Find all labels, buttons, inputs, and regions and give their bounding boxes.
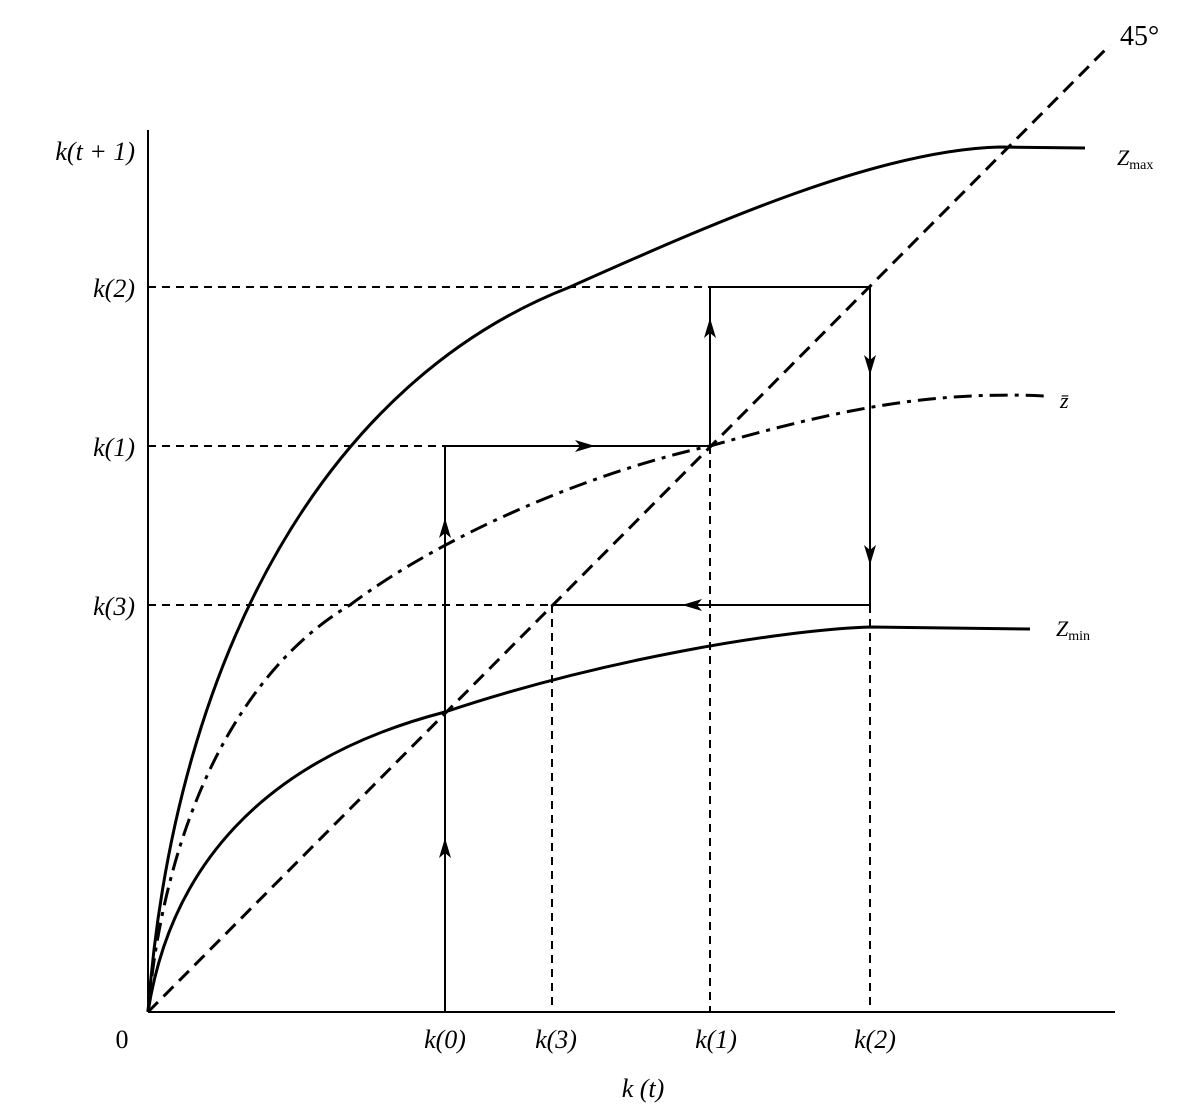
diagonal-label: 45° <box>1120 21 1159 52</box>
y-axis-label: k(t + 1) <box>55 137 135 166</box>
curve-label: z̄ <box>1059 388 1069 413</box>
cobweb <box>439 286 876 1012</box>
diagonal <box>146 43 1112 1014</box>
x-tick-label: k(3) <box>535 1025 577 1054</box>
curve-zmin <box>146 625 1031 1013</box>
x-tick-label: k(1) <box>695 1025 737 1054</box>
curve-zmax <box>146 145 1086 1013</box>
guides <box>148 286 871 1012</box>
curve-label: Zmin <box>1056 616 1090 644</box>
curve-label: Zmax <box>1117 145 1153 173</box>
origin-label: 0 <box>116 1025 129 1054</box>
y-tick-label: k(2) <box>93 274 135 303</box>
x-tick-label: k(2) <box>854 1025 896 1054</box>
y-tick-label: k(1) <box>93 433 135 462</box>
curve-zbar <box>146 393 1046 1013</box>
x-axis-label: k (t) <box>622 1074 665 1103</box>
x-tick-label: k(0) <box>424 1025 466 1054</box>
y-tick-label: k(3) <box>93 592 135 621</box>
